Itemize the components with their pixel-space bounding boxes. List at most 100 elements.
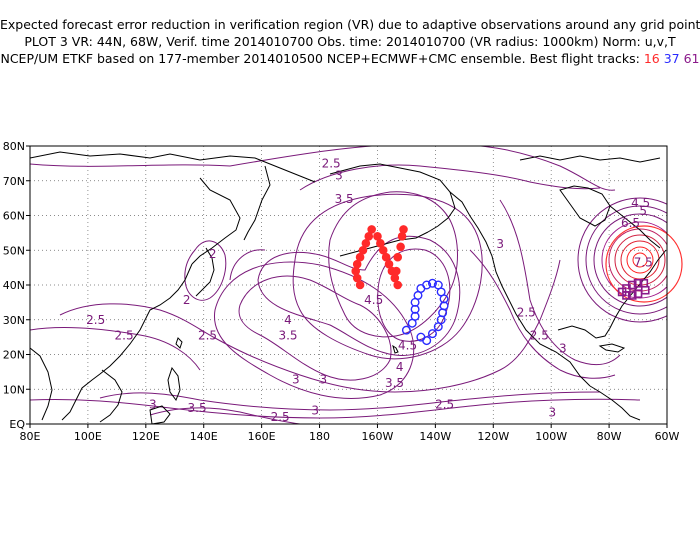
x-tick-label: 140E — [190, 430, 218, 443]
track-count-blue: 37 — [663, 51, 680, 66]
contour-label: 2.5 — [86, 313, 105, 327]
track-point-filled — [391, 266, 401, 276]
contour-label: 4 — [284, 313, 292, 327]
track-count-red: 16 — [643, 51, 660, 66]
coast-korea-china — [61, 263, 193, 421]
title-line-1: Expected forecast error reduction in ver… — [0, 17, 700, 32]
contour-3-south — [99, 391, 601, 411]
coast-alaska — [329, 163, 456, 233]
coast-philippines — [167, 366, 181, 402]
vr-contour-5.5 — [601, 221, 667, 299]
track-point-open — [416, 332, 426, 342]
contour-label: 4 — [396, 360, 404, 374]
track-point-square — [633, 278, 643, 288]
contour-label: 2 — [183, 293, 191, 307]
track-point-filled — [351, 266, 361, 276]
contour-label: 3.5 — [335, 192, 354, 206]
contour-label: 2 — [209, 247, 217, 261]
contour-3-east — [499, 199, 621, 366]
track-point-open — [433, 322, 443, 332]
contour-3.5-south — [149, 407, 301, 424]
track-point-filled — [352, 273, 362, 283]
coast-cuba — [598, 343, 626, 353]
coast-borneo — [149, 405, 171, 424]
coast-taiwan — [175, 337, 183, 349]
coast-kamchatka — [243, 165, 271, 241]
contour-label: 7.5 — [634, 256, 653, 270]
track-point-square — [627, 291, 637, 300]
contour-2.5-east — [469, 249, 616, 379]
y-axis-ticks: EQ 10N 20N 30N 40N 50N 60N 70N 80N — [3, 140, 30, 431]
track-point-open — [427, 329, 437, 339]
contour-label: 2.5 — [198, 329, 217, 343]
coast-labrador — [609, 205, 661, 249]
x-tick-label: 80W — [597, 430, 622, 443]
track-point-open — [422, 280, 432, 290]
track-point-filled — [396, 242, 405, 252]
contour-label: 6.5 — [621, 216, 640, 230]
track-point-square — [633, 289, 643, 298]
y-tick-label: 80N — [3, 140, 25, 153]
title-line-3-text: NCEP/UM ETKF based on 177-member 2014010… — [0, 51, 640, 66]
x-tick-label: 80E — [20, 430, 41, 443]
contour-2.5-west — [59, 259, 561, 393]
contour-label: 3 — [559, 341, 567, 355]
vr-contour-4 — [577, 197, 667, 323]
contour-label: 3.5 — [385, 376, 404, 390]
x-tick-label: 120E — [132, 430, 160, 443]
vr-contour-7.5 — [626, 246, 654, 274]
contour-label: 3 — [292, 372, 300, 386]
contour-3.5-west — [238, 275, 392, 381]
vr-contours — [577, 197, 667, 323]
y-tick-label: 30N — [3, 314, 25, 327]
coast-indochina — [99, 369, 123, 423]
contour-label: 3 — [335, 168, 343, 182]
coast-west-canada — [449, 191, 591, 387]
contour-label: 3 — [311, 403, 319, 417]
x-tick-label: 180 — [309, 430, 330, 443]
x-tick-label: 160E — [248, 430, 276, 443]
coast-central-america — [589, 385, 641, 421]
contour-lines — [30, 146, 641, 424]
contour-label: 4.5 — [364, 293, 383, 307]
track-point-square — [627, 280, 637, 290]
contour-label: 2.5 — [322, 157, 341, 171]
contour-label: 3 — [549, 405, 557, 419]
verification-region-circle — [605, 225, 683, 303]
track-point-open — [401, 325, 411, 335]
track-count-purple: 61 — [683, 51, 700, 66]
coast-japan — [195, 247, 215, 297]
y-tick-label: 40N — [3, 279, 25, 292]
contour-label: 3 — [496, 237, 504, 251]
contour-2-central-west — [229, 249, 266, 281]
x-tick-label: 160W — [362, 430, 394, 443]
contour-label: 3.5 — [188, 401, 207, 415]
track-point-filled — [367, 225, 376, 234]
y-tick-label: EQ — [9, 418, 25, 431]
track-point-filled — [393, 252, 403, 262]
flight-tracks — [351, 225, 650, 346]
coast-hawaii — [392, 344, 399, 354]
contour-3-west — [214, 261, 415, 399]
contour-2-west — [184, 240, 227, 301]
contour-label: 2.5 — [271, 410, 290, 424]
coast-arctic-islands — [519, 155, 661, 163]
contour-label: 2.5 — [435, 398, 454, 412]
x-tick-label: 100W — [535, 430, 567, 443]
vr-contour-5 — [593, 213, 667, 307]
y-tick-label: 70N — [3, 175, 25, 188]
y-tick-label: 50N — [3, 244, 25, 257]
y-tick-label: 60N — [3, 210, 25, 223]
track-point-filled — [393, 280, 403, 290]
contour-label: 2.5 — [530, 329, 549, 343]
vr-contour-4.5 — [585, 205, 667, 315]
y-tick-label: 20N — [3, 349, 25, 362]
coast-alaska-peninsula — [339, 231, 429, 257]
contour-label: 4.5 — [631, 196, 650, 210]
track-point-filled — [399, 225, 408, 234]
coast-hudson-bay — [559, 185, 611, 227]
contour-label: 3.5 — [278, 329, 297, 343]
x-tick-label: 140W — [419, 430, 451, 443]
